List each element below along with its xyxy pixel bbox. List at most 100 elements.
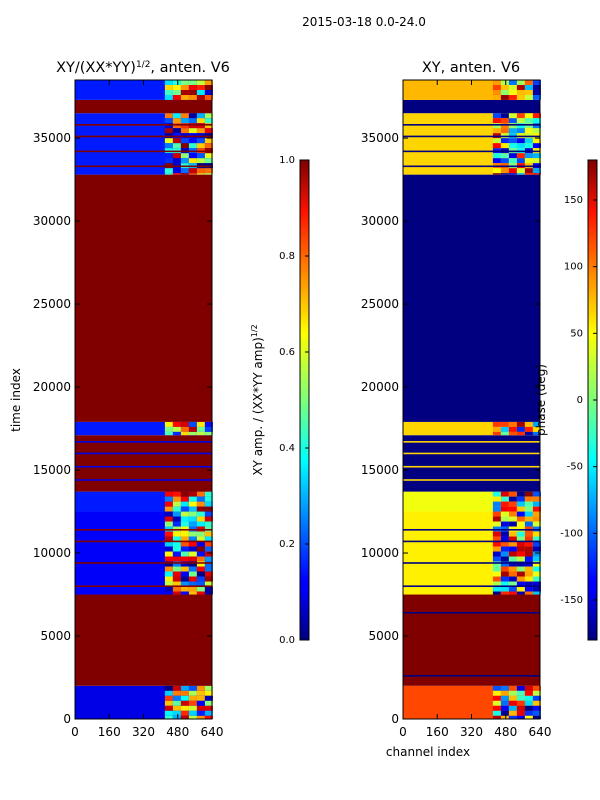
heatmap-cell [508, 501, 517, 507]
heatmap-cell [172, 690, 181, 696]
heatmap-cell [180, 431, 189, 436]
heatmap-cell [164, 536, 173, 542]
heatmap-cell [508, 421, 517, 427]
heatmap-cell [204, 695, 213, 701]
x-tick-label: 480 [166, 725, 189, 739]
heatmap-cell [164, 556, 173, 562]
heatmap-cell [508, 511, 517, 517]
heatmap-stripe [75, 135, 212, 138]
heatmap-cell [204, 705, 213, 711]
heatmap-cell [516, 118, 525, 124]
heatmap-cell [516, 421, 525, 427]
heatmap-cell [204, 591, 213, 595]
heatmap-cell [196, 556, 205, 562]
panel2-heatmap [403, 80, 541, 719]
heatmap-cell [180, 695, 189, 701]
heatmap-cell [172, 715, 181, 719]
heatmap-cell [524, 576, 533, 582]
heatmap-cell [196, 566, 205, 572]
heatmap-cell [196, 496, 205, 502]
heatmap-cell [188, 158, 197, 164]
heatmap-cell [180, 128, 189, 134]
heatmap-cell [172, 123, 181, 129]
colorbar-tick-label: 100 [564, 262, 583, 273]
heatmap-cell [500, 80, 509, 85]
heatmap-cell [180, 561, 189, 567]
heatmap-cell [516, 496, 525, 502]
y-tick-label: 0 [391, 712, 399, 726]
heatmap-cell [172, 95, 181, 100]
heatmap-cell [532, 591, 541, 595]
heatmap-cell [508, 431, 517, 436]
y-tick-label: 5000 [40, 629, 71, 643]
heatmap-cell [188, 168, 197, 174]
heatmap-cell [524, 113, 533, 119]
heatmap-cell [532, 168, 541, 174]
heatmap-cell [204, 421, 213, 427]
heatmap-cell [524, 536, 533, 542]
heatmap-cell [492, 591, 501, 595]
heatmap-cell [204, 561, 213, 567]
heatmap-cell [172, 516, 181, 522]
x-tick-label: 320 [460, 725, 483, 739]
heatmap-stripe [75, 540, 212, 543]
heatmap-cell [532, 546, 541, 552]
heatmap-cell [516, 143, 525, 149]
heatmap-cell [204, 128, 213, 134]
heatmap-cell [532, 586, 541, 592]
heatmap-cell [180, 90, 189, 95]
heatmap-cell [500, 95, 509, 100]
heatmap-cell [516, 571, 525, 577]
heatmap-cell [492, 90, 501, 95]
heatmap-stripe [403, 562, 540, 564]
heatmap-cell [492, 571, 501, 577]
heatmap-cell [516, 501, 525, 507]
heatmap-cell [180, 700, 189, 706]
heatmap-cell [508, 531, 517, 537]
heatmap-cell [180, 511, 189, 517]
y-tick-label: 10000 [361, 546, 399, 560]
heatmap-cell [172, 85, 181, 90]
heatmap-cell [172, 113, 181, 119]
heatmap-cell [492, 695, 501, 701]
heatmap-cell [532, 521, 541, 527]
heatmap-cell [188, 501, 197, 507]
x-tick-label: 320 [132, 725, 155, 739]
heatmap-cell [180, 566, 189, 572]
heatmap-cell [500, 496, 509, 502]
heatmap-cell [188, 715, 197, 719]
heatmap-cell [204, 168, 213, 174]
heatmap-cell [172, 118, 181, 124]
heatmap-cell [500, 700, 509, 706]
heatmap-cell [516, 690, 525, 696]
heatmap-band [403, 594, 540, 686]
heatmap-cell [492, 95, 501, 100]
heatmap-cell [492, 118, 501, 124]
heatmap-cell [188, 421, 197, 427]
heatmap-cell [508, 695, 517, 701]
heatmap-cell [188, 546, 197, 552]
heatmap-cell [196, 173, 205, 175]
heatmap-stripe [403, 675, 540, 677]
heatmap-cell [188, 690, 197, 696]
heatmap-cell [172, 551, 181, 557]
heatmap-cell [188, 551, 197, 557]
heatmap-cell [196, 431, 205, 436]
heatmap-cell [508, 168, 517, 174]
heatmap-cell [492, 80, 501, 85]
heatmap-cell [532, 123, 541, 129]
panel1-ylabel: time index [9, 368, 23, 432]
heatmap-cell [204, 581, 213, 587]
heatmap-cell [492, 168, 501, 174]
heatmap-cell [172, 158, 181, 164]
heatmap-cell [508, 566, 517, 572]
heatmap-cell [500, 158, 509, 164]
y-tick-label: 25000 [33, 297, 71, 311]
heatmap-cell [164, 431, 173, 436]
heatmap-cell [180, 426, 189, 432]
heatmap-cell [508, 113, 517, 119]
heatmap-cell [516, 491, 525, 497]
heatmap-cell [500, 591, 509, 595]
heatmap-cell [172, 521, 181, 527]
heatmap-stripe [403, 124, 540, 126]
